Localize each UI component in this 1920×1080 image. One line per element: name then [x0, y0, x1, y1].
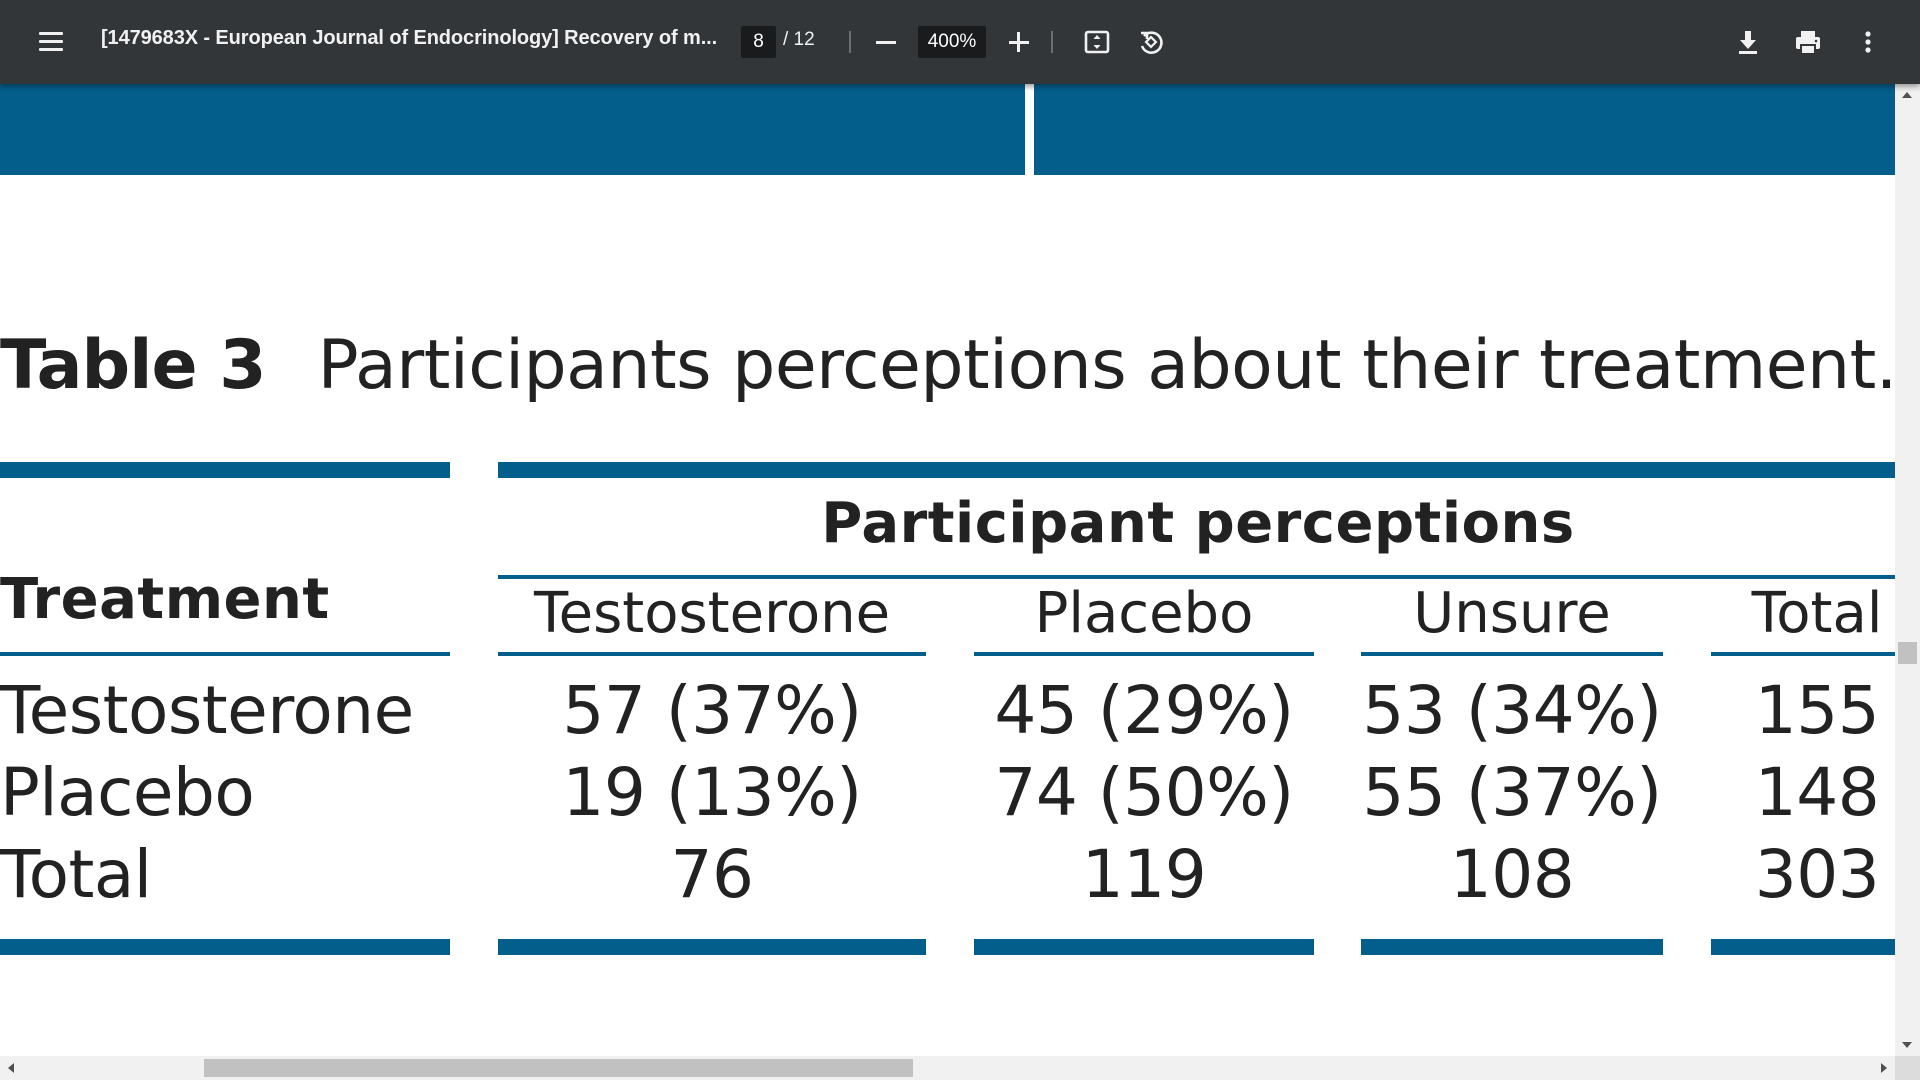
header-bottom-rule — [1711, 652, 1895, 656]
menu-icon[interactable] — [34, 28, 68, 56]
table-top-rule — [0, 462, 450, 478]
scroll-down-icon[interactable] — [1902, 1042, 1912, 1048]
rotate-icon[interactable] — [1133, 24, 1169, 60]
page-total: / 12 — [783, 29, 815, 50]
table-top-rule — [498, 462, 1895, 478]
zoom-level-input[interactable] — [918, 26, 986, 58]
row-header: Treatment — [0, 567, 330, 632]
table-bottom-rule — [1361, 939, 1663, 955]
table-cell: 155 — [1754, 672, 1880, 749]
vertical-scrollbar[interactable] — [1895, 84, 1920, 1056]
group-header: Participant perceptions — [821, 491, 1575, 556]
page-number-input[interactable] — [741, 26, 776, 58]
table-bottom-rule — [0, 939, 450, 955]
horizontal-scroll-thumb[interactable] — [204, 1059, 913, 1077]
header-bottom-rule — [0, 652, 450, 656]
table-cell: 303 — [1754, 836, 1880, 913]
header-band — [0, 84, 1025, 175]
document-title: [1479683X - European Journal of Endocrin… — [101, 27, 718, 49]
table-cell: 19 (13%) — [562, 754, 862, 831]
table-cell: 45 (29%) — [994, 672, 1294, 749]
table-caption: Table 3 Participants perceptions about th… — [0, 332, 1895, 400]
table-cell: 119 — [1081, 836, 1207, 913]
vertical-scroll-thumb[interactable] — [1898, 642, 1917, 664]
scrollbar-corner — [1895, 1056, 1920, 1080]
pdf-page: Table 3 Participants perceptions about th… — [0, 84, 1895, 1056]
table-row-label: Placebo — [0, 754, 255, 831]
zoom-out-button[interactable] — [871, 27, 901, 57]
pdf-toolbar: [1479683X - European Journal of Endocrin… — [0, 0, 1920, 84]
table-caption-text: Participants perceptions about their tre… — [317, 326, 1895, 405]
table-bottom-rule — [498, 939, 926, 955]
table-label: Table 3 — [0, 326, 267, 405]
header-bottom-rule — [974, 652, 1314, 656]
table-cell: 76 — [670, 836, 754, 913]
pdf-viewport[interactable]: Table 3 Participants perceptions about th… — [0, 84, 1895, 1056]
fit-page-icon[interactable] — [1079, 24, 1115, 60]
scroll-right-icon[interactable] — [1881, 1063, 1887, 1073]
column-header: Total — [1751, 581, 1883, 646]
download-icon[interactable] — [1730, 24, 1766, 60]
table-row-label: Testosterone — [0, 672, 414, 749]
zoom-in-button[interactable] — [1004, 27, 1034, 57]
table-cell: 55 (37%) — [1362, 754, 1662, 831]
header-band — [1034, 84, 1895, 175]
column-header: Testosterone — [533, 581, 891, 646]
table-cell: 53 (34%) — [1362, 672, 1662, 749]
table-row-label: Total — [0, 836, 152, 913]
scroll-left-icon[interactable] — [8, 1063, 14, 1073]
group-header-rule — [498, 575, 1895, 579]
column-header: Unsure — [1413, 581, 1611, 646]
header-bottom-rule — [1361, 652, 1663, 656]
table-cell: 108 — [1449, 836, 1575, 913]
table-cell: 74 (50%) — [994, 754, 1294, 831]
horizontal-scrollbar[interactable] — [0, 1056, 1895, 1080]
toolbar-divider — [1051, 31, 1053, 53]
table-bottom-rule — [1711, 939, 1895, 955]
more-vert-icon[interactable] — [1850, 24, 1886, 60]
scroll-up-icon[interactable] — [1902, 92, 1912, 98]
print-icon[interactable] — [1790, 24, 1826, 60]
table-cell: 148 — [1754, 754, 1880, 831]
header-bottom-rule — [498, 652, 926, 656]
table-cell: 57 (37%) — [562, 672, 862, 749]
table-bottom-rule — [974, 939, 1314, 955]
toolbar-divider — [849, 31, 851, 53]
column-header: Placebo — [1034, 581, 1254, 646]
